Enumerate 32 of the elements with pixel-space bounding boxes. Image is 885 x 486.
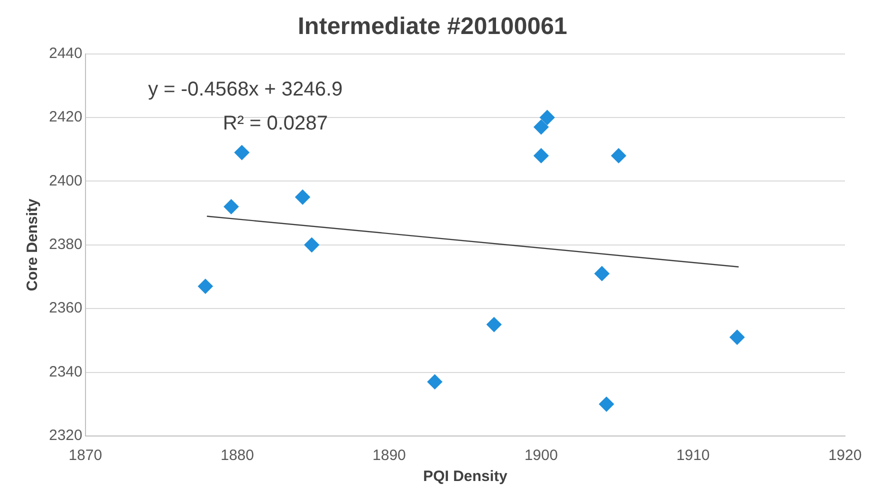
x-tick-label: 1900 (524, 447, 558, 464)
point (730, 330, 745, 345)
point (234, 145, 250, 160)
point (611, 148, 626, 164)
point (295, 190, 310, 205)
y-tick-label: 2380 (48, 236, 82, 254)
point (224, 199, 239, 214)
chart-title: Intermediate #20100061 (298, 13, 568, 40)
annotation: R² = 0.0287 (222, 112, 328, 134)
y-tick-label: 2420 (48, 108, 82, 126)
x-tick-label: 1880 (220, 447, 254, 464)
y-tick-label: 2340 (48, 363, 82, 380)
point (198, 278, 213, 294)
x-tick-label: 1920 (828, 447, 862, 464)
y-tick-label: 2320 (48, 427, 82, 444)
point (598, 396, 614, 412)
y-tick-label: 2400 (48, 172, 82, 190)
point (540, 110, 555, 125)
y-tick-label: 2360 (48, 300, 82, 317)
x-tick-label: 1910 (676, 447, 710, 464)
x-tick-label: 1870 (68, 447, 102, 464)
point (304, 237, 320, 252)
annotation: y = -0.4568x + 3246.9 (148, 78, 343, 100)
point (534, 148, 549, 164)
y-axis-title: Core Density (24, 198, 42, 292)
point (486, 317, 502, 332)
x-tick-label: 1890 (372, 447, 406, 464)
point (427, 374, 442, 390)
point (594, 266, 610, 282)
y-tick-label: 2440 (48, 44, 82, 62)
point (534, 120, 549, 135)
x-axis-title: PQI Density (423, 468, 508, 486)
